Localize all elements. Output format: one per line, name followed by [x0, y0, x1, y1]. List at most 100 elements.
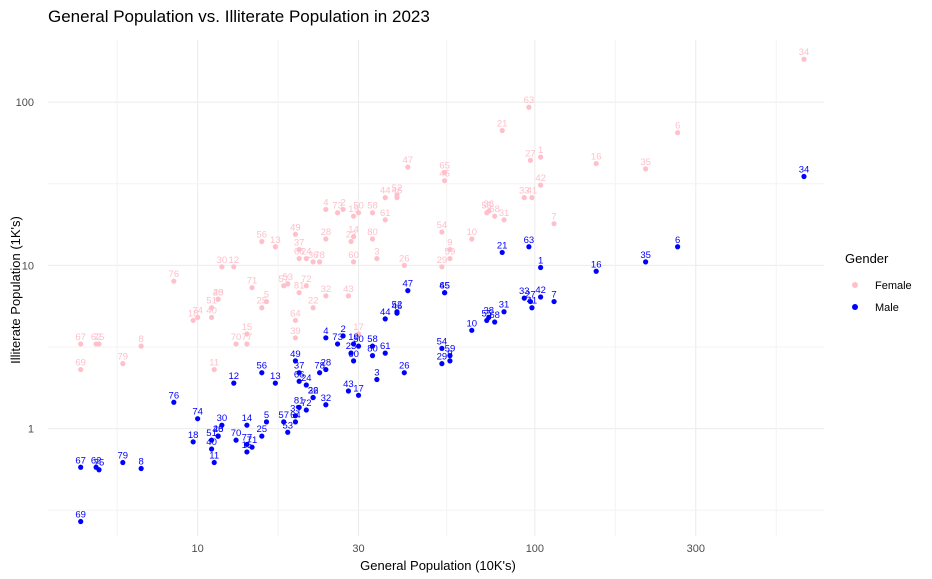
male-point-label: 77	[242, 432, 253, 443]
female-point	[78, 366, 84, 373]
male-point-label: 7	[551, 290, 556, 301]
female-point-label: 16	[591, 152, 602, 163]
male-point	[405, 288, 411, 294]
male-point-label: 73	[332, 332, 343, 343]
male-point-label: 1	[538, 256, 543, 267]
male-point	[345, 388, 352, 394]
grid	[48, 40, 824, 536]
male-point-label: 20	[213, 424, 224, 435]
female-point-label: 65	[439, 161, 450, 172]
female-point	[233, 341, 239, 347]
male-point-label: 76	[169, 390, 180, 401]
x-axis-title: General Population (10K's)	[360, 558, 516, 573]
male-point-label: 52	[392, 300, 403, 311]
female-point-label: 64	[290, 308, 301, 319]
male-point	[526, 244, 532, 250]
male-point	[296, 404, 302, 410]
male-point-label: 24	[301, 373, 312, 384]
female-point	[231, 264, 237, 270]
female-point	[501, 217, 507, 223]
male-point-label: 46	[392, 301, 403, 312]
female-point	[285, 281, 291, 287]
female-point-label: 55	[481, 201, 492, 212]
female-point	[401, 262, 407, 268]
male-point	[538, 264, 544, 271]
male-point-label: 71	[247, 435, 258, 446]
female-point	[310, 305, 316, 311]
male-point-label: 34	[799, 165, 810, 176]
female-point-label: 32	[321, 284, 332, 295]
x-tick-label: 300	[687, 543, 705, 555]
male-point-label: 31	[499, 300, 510, 311]
male-point-label: 63	[524, 235, 535, 246]
male-point-label: 2	[340, 324, 345, 335]
male-point	[538, 294, 544, 300]
female-point-label: 15	[242, 322, 253, 333]
male-point-label: 62	[91, 455, 102, 466]
male-point	[439, 345, 445, 352]
female-point	[78, 341, 84, 347]
male-point-label: 79	[118, 451, 129, 462]
male-point-label: 70	[231, 428, 242, 439]
male-point-label: 78	[314, 361, 325, 372]
female-point	[195, 314, 201, 321]
male-point-label: 66	[294, 369, 305, 380]
male-point-label: 18	[188, 430, 199, 441]
male-point	[296, 370, 302, 376]
female-point	[348, 238, 354, 245]
female-point-label: 6	[675, 121, 680, 132]
female-point	[96, 341, 102, 347]
female-point	[310, 259, 316, 265]
y-tick-label: 1	[28, 424, 34, 436]
male-point	[219, 422, 225, 428]
male-point	[231, 380, 237, 386]
male-point	[593, 268, 599, 274]
female-point	[244, 331, 250, 337]
male-point-label: 33	[519, 286, 530, 297]
female-point-label: 35	[640, 157, 651, 168]
male-point-label: 40	[206, 437, 217, 448]
female-point-label: 75	[94, 332, 105, 343]
female-point	[259, 238, 265, 245]
female-point-label: 11	[209, 358, 219, 369]
male-point	[484, 317, 490, 324]
female-point	[492, 213, 498, 219]
male-point-label: 3	[374, 367, 379, 378]
y-axis-ticks: 1 10 100	[16, 97, 34, 436]
female-point-label: 40	[206, 305, 217, 316]
male-point-label: 41	[527, 296, 538, 307]
male-point	[355, 343, 362, 349]
female-point-label: 79	[118, 352, 129, 363]
female-point	[259, 305, 265, 311]
female-point	[355, 210, 362, 216]
female-point-label: 66	[294, 247, 305, 258]
male-point	[208, 437, 215, 443]
female-point-label: 28	[321, 227, 332, 238]
female-point-label: 24	[301, 247, 312, 258]
female-point-label: 58	[367, 201, 378, 212]
female-point	[442, 169, 448, 176]
male-point-label: 28	[321, 358, 332, 369]
male-point	[442, 290, 448, 296]
male-point	[78, 464, 84, 470]
female-point	[369, 210, 376, 216]
male-point-label: 35	[640, 250, 651, 261]
female-point	[538, 154, 544, 160]
female-point-label: 41	[527, 186, 538, 197]
female-point-label: 57	[278, 274, 289, 285]
male-point-label: 12	[228, 371, 239, 382]
legend-title: Gender	[845, 251, 889, 266]
male-point-label: 22	[308, 386, 319, 397]
female-point-label: 4	[323, 197, 328, 208]
male-point	[382, 350, 388, 356]
female-point-label: 13	[270, 235, 281, 246]
male-point	[310, 394, 316, 401]
female-point	[499, 127, 505, 134]
male-point-label: 5	[264, 410, 269, 421]
male-point-label: 42	[535, 285, 546, 296]
male-point-label: 26	[399, 361, 410, 372]
x-axis-ticks: 10 30 100 300	[192, 543, 705, 555]
female-point	[355, 331, 362, 337]
male-point	[499, 249, 505, 256]
